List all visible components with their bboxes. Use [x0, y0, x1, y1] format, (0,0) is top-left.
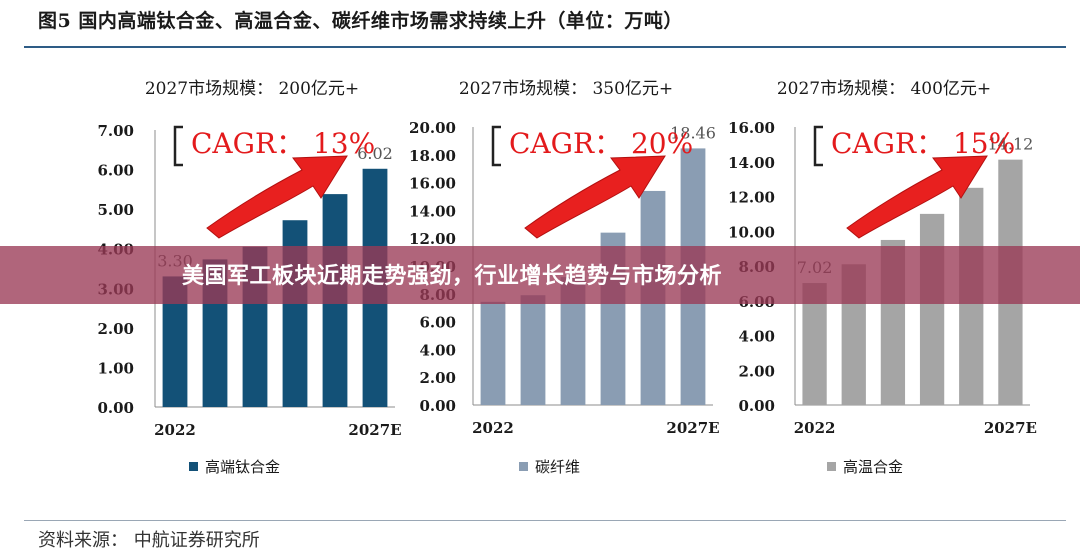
panel-2-cagr-label: CAGR： 20% — [509, 127, 693, 160]
panel-1-y-tick-label: 2.00 — [97, 320, 134, 338]
source-note: 资料来源： 中航证券研究所 — [38, 530, 260, 551]
panel-3-data-label: 14.12 — [988, 135, 1034, 154]
panel-2-bar — [520, 295, 546, 405]
panel-3-x-tick-label: 2022 — [794, 419, 836, 437]
panel-3-growth-arrow-icon — [846, 155, 988, 239]
panel-2-y-tick-label: 4.00 — [419, 341, 456, 359]
panel-3-y-tick-label: 2.00 — [738, 362, 775, 380]
panel-1-x-tick-label: 2022 — [154, 421, 196, 439]
panel-1-subtitle: 2027市场规模： 200亿元+ — [145, 79, 359, 99]
title-rule — [24, 46, 1066, 48]
panel-3-cagr-label: CAGR： 15% — [831, 127, 1015, 160]
panel-2-x-tick-label: 2022 — [472, 419, 514, 437]
panel-1-y-tick-label: 0.00 — [97, 399, 134, 417]
headline-banner: 美国军工板块近期走势强劲，行业增长趋势与市场分析 — [0, 246, 1080, 304]
panel-2-y-tick-label: 2.00 — [419, 369, 456, 387]
panel-3-y-tick-label: 10.00 — [728, 223, 775, 241]
headline-text: 美国军工板块近期走势强劲，行业增长趋势与市场分析 — [182, 264, 723, 289]
panel-3-cagr-bracket — [813, 125, 823, 167]
panel-1-legend-swatch — [189, 462, 198, 471]
panel-3-subtitle: 2027市场规模： 400亿元+ — [777, 79, 991, 99]
panel-2-data-label: 18.46 — [670, 123, 716, 142]
panel-2-subtitle: 2027市场规模： 350亿元+ — [459, 79, 673, 99]
panel-1-x-tick-label: 2027E — [348, 421, 401, 439]
panel-2-legend-label: 碳纤维 — [535, 458, 580, 476]
panel-3-legend-swatch — [827, 462, 836, 471]
panel-2-cagr-bracket — [491, 125, 501, 167]
panel-3-legend-label: 高温合金 — [843, 458, 903, 476]
panel-3-y-tick-label: 0.00 — [738, 397, 775, 415]
panel-2-y-tick-label: 14.00 — [409, 202, 456, 220]
panel-2-y-tick-label: 20.00 — [409, 119, 456, 137]
panel-2-bar — [480, 301, 506, 405]
source-rule — [24, 520, 1066, 521]
panel-3-bar — [919, 213, 945, 405]
panel-1-data-label: 6.02 — [357, 144, 393, 163]
panel-2-growth-arrow-icon — [524, 155, 666, 239]
panel-1-cagr-bracket — [173, 125, 183, 167]
panel-1-y-tick-label: 7.00 — [97, 122, 134, 140]
panel-3-y-tick-label: 4.00 — [738, 328, 775, 346]
panel-2-x-tick-label: 2027E — [666, 419, 719, 437]
panel-3-y-tick-label: 12.00 — [728, 189, 775, 207]
panel-1-legend-label: 高端钛合金 — [205, 458, 280, 476]
panel-2-y-tick-label: 0.00 — [419, 397, 456, 415]
panel-1-y-tick-label: 5.00 — [97, 201, 134, 219]
panel-3-y-tick-label: 16.00 — [728, 119, 775, 137]
panel-1-growth-arrow-icon — [206, 155, 348, 239]
panel-2-legend-swatch — [519, 462, 528, 471]
panel-1-y-tick-label: 1.00 — [97, 359, 134, 377]
panel-2-y-tick-label: 12.00 — [409, 230, 456, 248]
panel-2-y-tick-label: 18.00 — [409, 147, 456, 165]
panel-1-y-tick-label: 6.00 — [97, 162, 134, 180]
figure-title: 图5 国内高端钛合金、高温合金、碳纤维市场需求持续上升（单位：万吨） — [38, 10, 683, 32]
panel-1-cagr-label: CAGR： 13% — [191, 127, 375, 160]
panel-3-y-tick-label: 14.00 — [728, 154, 775, 172]
panel-2-y-tick-label: 16.00 — [409, 175, 456, 193]
panel-3-x-tick-label: 2027E — [984, 419, 1037, 437]
panel-2-y-tick-label: 6.00 — [419, 314, 456, 332]
